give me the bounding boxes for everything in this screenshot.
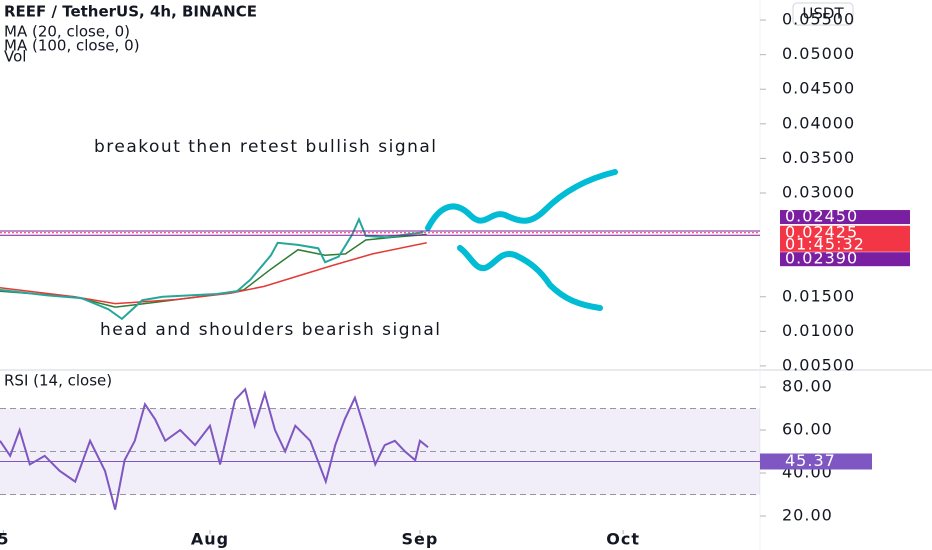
- legend-ma100: MA (100, close, 0): [4, 37, 140, 55]
- ma-line: [0, 233, 427, 308]
- y-tick-label: 0.01000: [782, 321, 855, 340]
- price-tag: [780, 225, 910, 252]
- y-tick-label: 0.03500: [782, 148, 855, 167]
- price-tag-label: 0.02390: [785, 249, 858, 268]
- y-tick-label: 0.03000: [782, 182, 855, 201]
- symbol-title: REEF / TetherUS, 4h, BINANCE: [4, 3, 257, 21]
- y-tick-label: 20.00: [782, 506, 833, 525]
- rsi-line: [0, 387, 429, 510]
- price-tag-label: 0.02425: [785, 222, 858, 241]
- x-tick-label: 5: [0, 530, 9, 549]
- rsi-tag: [760, 453, 872, 470]
- y-tick-label: 60.00: [782, 420, 833, 439]
- price-line: [0, 216, 424, 321]
- rsi-title: RSI (14, close): [4, 372, 112, 390]
- drawing-bearish: [457, 245, 603, 311]
- y-tick-label: 0.04000: [782, 113, 855, 132]
- x-tick-label: Sep: [402, 530, 439, 549]
- x-tick-label: Oct: [606, 530, 640, 549]
- annotation: breakout then retest bullish signal: [94, 137, 438, 157]
- annotation: head and shoulders bearish signal: [100, 320, 441, 340]
- unit-box[interactable]: [792, 2, 854, 26]
- price-tag: [780, 252, 910, 267]
- y-tick-label: 0.05500: [782, 10, 855, 29]
- y-tick-label: 0.05000: [782, 44, 855, 63]
- rsi-tag-label: 45.37: [785, 451, 836, 470]
- y-tick-label: 0.00500: [782, 355, 855, 374]
- x-tick-label: Aug: [191, 530, 229, 549]
- legend-vol: Vol: [4, 48, 26, 66]
- drawing-bullish: [425, 169, 618, 231]
- unit-label: USDT: [802, 5, 844, 23]
- y-tick-label: 0.01500: [782, 286, 855, 305]
- ma-line: [0, 242, 427, 305]
- price-tag-label: 0.02450: [785, 207, 858, 226]
- legend-ma20: MA (20, close, 0): [4, 23, 130, 41]
- countdown: 01:45:32: [785, 234, 865, 253]
- price-tag: [780, 210, 910, 225]
- y-tick-label: 80.00: [782, 377, 833, 396]
- y-tick-label: 0.04500: [782, 79, 855, 98]
